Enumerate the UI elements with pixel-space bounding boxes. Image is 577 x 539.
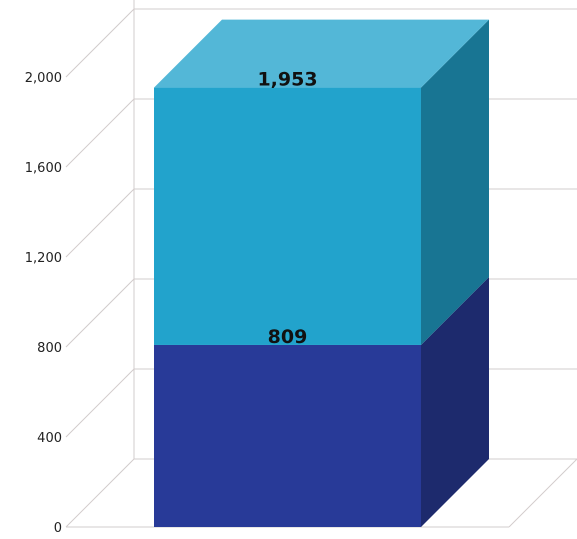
bar-segment-side xyxy=(421,276,489,527)
data-labels: 809 1,953 xyxy=(257,69,317,348)
floor-edge xyxy=(508,458,577,528)
data-label: 809 xyxy=(268,326,308,348)
bar-segment-side xyxy=(421,19,489,345)
gridline xyxy=(65,8,577,78)
y-axis-ticks: 0 400 800 1,200 1,600 2,000 xyxy=(25,71,62,536)
bar-top-face xyxy=(154,19,489,88)
y-tick-label: 800 xyxy=(37,341,62,356)
y-tick-label: 400 xyxy=(37,431,62,446)
data-label: 1,953 xyxy=(257,69,317,91)
y-tick-label: 1,200 xyxy=(25,251,62,266)
y-tick-label: 0 xyxy=(54,521,62,536)
y-tick-label: 2,000 xyxy=(25,71,62,86)
y-tick-label: 1,600 xyxy=(25,161,62,176)
bar-segment-front xyxy=(154,344,421,527)
bar-stack xyxy=(154,19,489,527)
bar-segment-front xyxy=(154,87,421,345)
